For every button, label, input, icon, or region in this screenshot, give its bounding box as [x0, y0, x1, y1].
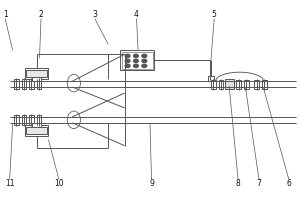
Bar	[29, 79, 34, 89]
Bar	[208, 76, 214, 81]
Circle shape	[134, 59, 138, 62]
Text: 8: 8	[236, 179, 241, 188]
Bar	[29, 115, 34, 125]
Circle shape	[142, 64, 147, 67]
Circle shape	[125, 64, 130, 67]
Bar	[32, 123, 41, 127]
Circle shape	[142, 59, 147, 62]
Text: 5: 5	[212, 10, 217, 19]
Bar	[262, 80, 267, 89]
Bar	[254, 80, 259, 89]
Bar	[244, 80, 249, 89]
Bar	[211, 80, 216, 89]
Text: 9: 9	[149, 179, 154, 188]
Bar	[32, 77, 41, 81]
Bar	[25, 125, 49, 136]
Bar	[25, 68, 49, 79]
Circle shape	[134, 54, 138, 57]
Bar	[219, 80, 224, 89]
Bar	[120, 50, 154, 70]
Bar	[22, 115, 26, 125]
Circle shape	[125, 59, 130, 62]
Circle shape	[134, 64, 138, 67]
Bar	[37, 79, 41, 89]
Bar	[26, 127, 47, 134]
Text: 10: 10	[54, 179, 64, 188]
Bar	[22, 79, 26, 89]
Bar	[26, 70, 47, 77]
Bar	[37, 115, 41, 125]
Bar	[236, 80, 241, 89]
Circle shape	[125, 54, 130, 57]
Bar	[14, 115, 19, 125]
Bar	[14, 79, 19, 89]
Text: 4: 4	[134, 10, 139, 19]
Text: 6: 6	[286, 179, 291, 188]
Bar	[122, 52, 153, 69]
Circle shape	[142, 54, 147, 57]
Text: 1: 1	[3, 10, 8, 19]
Text: 2: 2	[39, 10, 44, 19]
Text: 11: 11	[5, 179, 14, 188]
Bar	[225, 79, 234, 89]
Text: 3: 3	[92, 10, 97, 19]
Text: 7: 7	[256, 179, 261, 188]
